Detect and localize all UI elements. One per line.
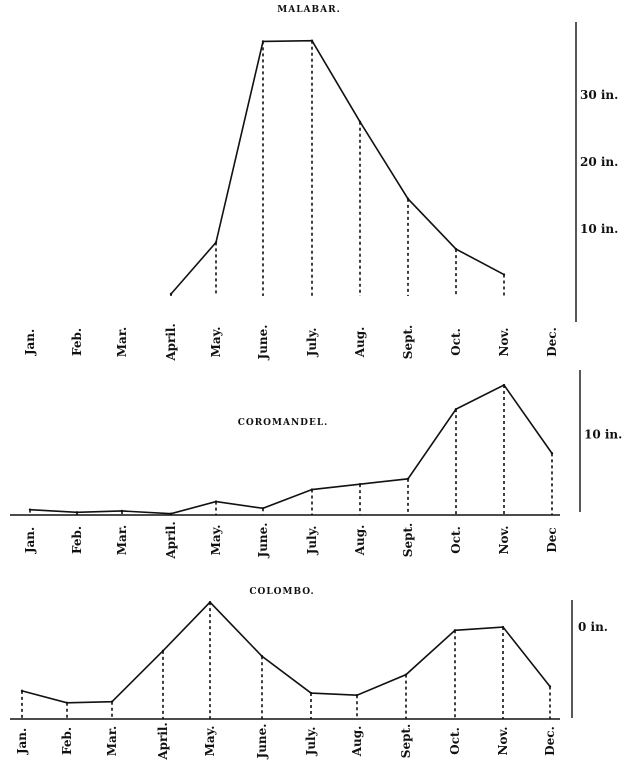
colombo-x-tick-label: Aug. <box>350 726 364 758</box>
malabar-point-8 <box>406 197 410 201</box>
coromandel-x-tick-label: Oct. <box>449 526 463 553</box>
coromandel-series-line <box>29 383 553 515</box>
coromandel-point-9 <box>454 407 458 411</box>
colombo-x-tick-label: May. <box>203 726 217 757</box>
malabar-point-5 <box>261 40 265 43</box>
colombo-chart: COLOMBO. 0 in. Jan. Feb. Mar. April. May. June.… <box>10 587 608 761</box>
coromandel-point-3 <box>169 512 173 515</box>
colombo-x-tick-label: Jan. <box>15 728 29 755</box>
malabar-x-tick-label: Feb. <box>70 328 84 356</box>
coromandel-title: COROMANDEL. <box>238 418 329 428</box>
colombo-x-tick-label: Dec. <box>543 726 557 756</box>
coromandel-point-1 <box>75 511 79 514</box>
coromandel-x-tick-label: May. <box>209 525 223 556</box>
coromandel-x-tick-label: Jan. <box>23 527 37 554</box>
malabar-point-10 <box>502 273 506 276</box>
coromandel-x-tick-label: April. <box>164 521 178 559</box>
malabar-point-9 <box>454 247 458 251</box>
malabar-x-tick-label: Mar. <box>115 327 129 357</box>
malabar-x-tick-label: Dec. <box>545 327 559 357</box>
coromandel-chart: COROMANDEL. 10 in. Jan. Feb. Mar. April. May. J… <box>10 370 622 560</box>
coromandel-x-tick-label: June. <box>256 523 270 559</box>
malabar-x-tick-label: Nov. <box>497 328 511 357</box>
colombo-point-3 <box>161 649 165 653</box>
malabar-chart: MALABAR. 10 in. 20 in. 30 in. Jan. Feb. Mar. Ap… <box>23 5 618 362</box>
malabar-title: MALABAR. <box>277 5 340 15</box>
malabar-x-tick-label: Aug. <box>353 327 367 359</box>
coromandel-point-4 <box>214 500 218 503</box>
colombo-point-5 <box>260 655 264 658</box>
colombo-point-10 <box>501 625 505 629</box>
malabar-x-tick-label: April. <box>164 323 178 361</box>
coromandel-x-tick-label: Nov. <box>497 526 511 555</box>
colombo-point-2 <box>110 700 114 703</box>
colombo-x-tick-label: Oct. <box>448 727 462 754</box>
colombo-x-tick-label: Sept. <box>399 724 413 758</box>
colombo-point-4 <box>208 600 212 604</box>
coromandel-x-tick-label: Sept. <box>401 523 415 557</box>
colombo-x-tick-label: Mar. <box>105 726 119 756</box>
coromandel-point-10 <box>502 383 506 387</box>
colombo-y-tick-label: 0 in. <box>578 620 608 634</box>
colombo-x-tick-label: Feb. <box>60 727 74 755</box>
malabar-y-tick-label: 20 in. <box>580 155 618 169</box>
malabar-y-tick-label: 30 in. <box>580 88 618 102</box>
malabar-x-tick-label: Oct. <box>449 328 463 355</box>
colombo-series-line <box>21 601 551 704</box>
malabar-x-tick-label: Sept. <box>401 325 415 359</box>
colombo-point-7 <box>355 694 359 697</box>
coromandel-x-tick-label: Mar. <box>115 525 129 555</box>
coromandel-point-7 <box>358 482 362 486</box>
malabar-y-tick-label: 10 in. <box>580 222 618 236</box>
colombo-x-tick-label: June. <box>255 724 269 760</box>
malabar-x-tick-label: Jan. <box>23 329 37 356</box>
coromandel-x-tick-label: Aug. <box>353 525 367 557</box>
malabar-point-3 <box>169 292 173 296</box>
colombo-point-1 <box>65 701 69 704</box>
colombo-point-9 <box>453 629 457 632</box>
colombo-x-tick-label: April. <box>156 722 170 760</box>
coromandel-point-0 <box>28 508 32 511</box>
malabar-x-tick-label: July. <box>305 328 319 358</box>
colombo-point-8 <box>404 673 408 676</box>
coromandel-y-tick-label: 10 in. <box>584 428 622 442</box>
malabar-series-line <box>170 39 505 295</box>
malabar-point-4 <box>214 241 218 244</box>
coromandel-x-tick-label: Feb. <box>70 526 84 554</box>
colombo-x-tick-label: July. <box>304 727 318 757</box>
colombo-x-tick-label: Nov. <box>496 727 510 756</box>
coromandel-point-6 <box>310 488 314 491</box>
colombo-point-11 <box>548 685 552 688</box>
malabar-point-7 <box>358 120 362 124</box>
colombo-title: COLOMBO. <box>249 587 314 597</box>
colombo-point-0 <box>20 689 24 693</box>
malabar-x-tick-label: June. <box>256 325 270 361</box>
coromandel-point-11 <box>550 452 554 455</box>
malabar-point-6 <box>310 39 314 42</box>
coromandel-x-tick-label: Dec <box>545 527 559 552</box>
coromandel-point-5 <box>261 507 265 510</box>
colombo-point-6 <box>309 691 313 695</box>
coromandel-point-8 <box>406 477 410 481</box>
coromandel-x-tick-label: July. <box>305 526 319 556</box>
coromandel-point-2 <box>120 509 124 513</box>
malabar-x-tick-label: May. <box>209 327 223 358</box>
